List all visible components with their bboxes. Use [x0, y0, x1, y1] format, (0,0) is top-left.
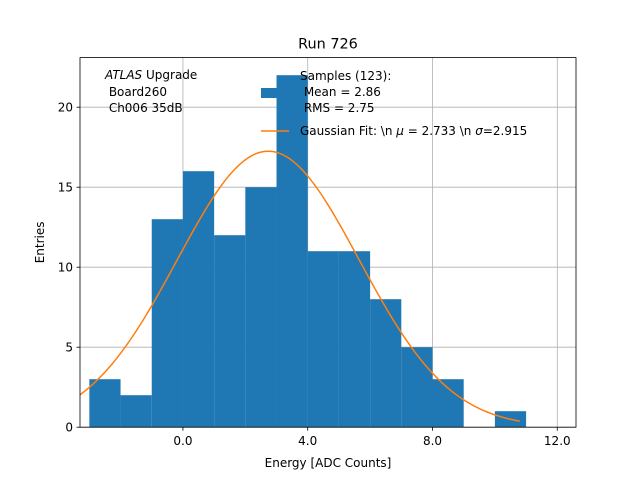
x-axis-label: Energy [ADC Counts]: [265, 456, 392, 470]
axis-ticks: 0.0 4.0 8.0 12.0 0 5 10 15 20: [58, 101, 571, 449]
histogram-bar: [151, 219, 183, 428]
x-tick-label: 8.0: [423, 434, 442, 448]
histogram-bar: [370, 299, 402, 428]
x-tick-label: 0.0: [173, 434, 192, 448]
chart-title: Run 726: [298, 37, 358, 53]
y-tick-label: 0: [65, 421, 73, 435]
histogram-bar: [401, 347, 433, 428]
gaussian-fit: [79, 150, 520, 422]
plot-frame: [79, 57, 577, 428]
histogram-bar: [245, 187, 277, 428]
histogram-bar: [120, 395, 152, 428]
y-tick-label: 10: [58, 261, 73, 275]
legend-fit-suffix: =2.915: [483, 124, 527, 138]
y-axis-label: Entries: [33, 222, 47, 264]
annotation-line-2: Board260: [105, 85, 167, 99]
histogram-bar: [89, 379, 121, 428]
histogram-bar: [338, 251, 371, 428]
annotation-line-3: Ch006 35dB: [105, 101, 183, 115]
legend-hist-line-2: Mean = 2.86: [300, 85, 381, 99]
axes: [79, 57, 577, 428]
legend-fit-mid: = 2.733 \n: [404, 124, 475, 138]
legend-fit-mu: μ: [395, 124, 404, 138]
histogram-bar: [182, 171, 215, 428]
legend-hist-swatch: [261, 88, 289, 98]
histogram-bar: [276, 75, 308, 428]
x-tick-label: 4.0: [298, 434, 317, 448]
annotation-line-1: ATLAS Upgrade: [104, 68, 197, 82]
y-tick-label: 20: [58, 101, 73, 115]
legend-fit-label: Gaussian Fit: \n μ = 2.733 \n σ=2.915: [300, 124, 527, 138]
y-tick-label: 15: [58, 181, 73, 195]
annotation-upgrade: Upgrade: [142, 68, 197, 82]
legend: Samples (123): Mean = 2.86 RMS = 2.75 Ga…: [261, 69, 527, 138]
legend-hist-line-1: Samples (123):: [300, 69, 391, 83]
histogram-bar: [432, 379, 464, 428]
fit-curve: [79, 150, 520, 422]
x-tick-label: 12.0: [544, 434, 571, 448]
legend-fit-prefix: Gaussian Fit: \n: [300, 124, 396, 138]
annotation-atlas: ATLAS: [104, 68, 143, 82]
histogram-bars: [89, 75, 527, 428]
atlas-annotation: ATLAS Upgrade Board260 Ch006 35dB: [104, 68, 197, 115]
legend-hist-line-3: RMS = 2.75: [300, 101, 375, 115]
y-tick-label: 5: [65, 341, 73, 355]
legend-fit-sigma: σ: [475, 124, 483, 138]
histogram-bar: [307, 251, 339, 428]
histogram-bar: [214, 235, 246, 428]
